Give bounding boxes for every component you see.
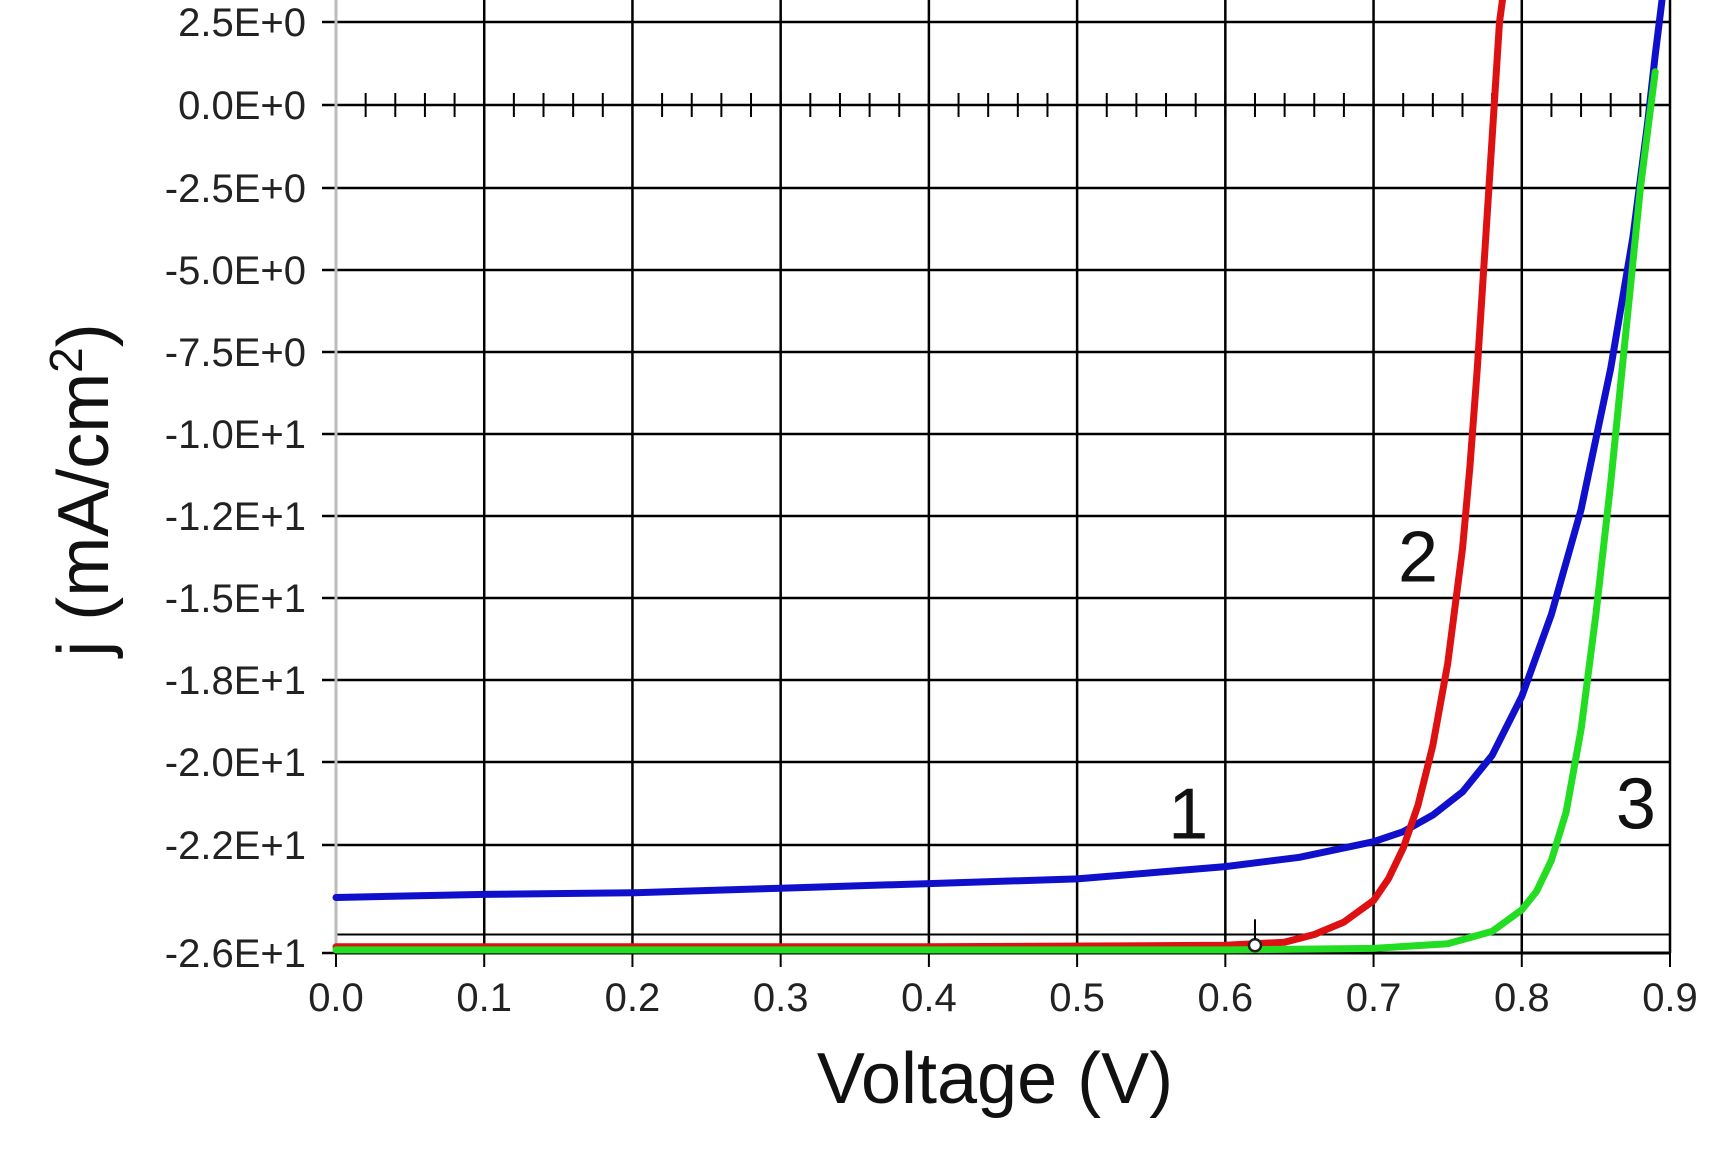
y-axis-title: j (mA/cm2) [40, 323, 124, 659]
x-tick-label: 0.2 [605, 976, 661, 1020]
series-layer [332, 0, 1666, 954]
y-tick-label: -2.5E+0 [165, 167, 306, 211]
y-tick-label: -1.8E+1 [165, 659, 306, 703]
labels: 0.0 0.1 0.2 0.3 0.4 0.5 0.6 0.7 0.8 0.9 2.5E+0 0.0E… [165, 1, 1698, 1020]
cursor-marker [1247, 938, 1263, 953]
y-tick-label: 0.0E+0 [178, 84, 306, 128]
series-3-label: 3 [1616, 764, 1656, 844]
x-tick-label: 0.5 [1049, 976, 1105, 1020]
y-tick-label: -1.0E+1 [165, 413, 306, 457]
y-tick-label: -1.5E+1 [165, 577, 306, 621]
series-2-line [332, 0, 1507, 951]
x-tick-label: 0.4 [901, 976, 957, 1020]
series-2-label: 2 [1398, 518, 1438, 598]
x-tick-label: 0.9 [1642, 976, 1698, 1020]
y-tick-label: -2.2E+1 [165, 824, 306, 868]
y-axis-title-close: ) [44, 323, 124, 347]
y-tick-label: -1.2E+1 [165, 495, 306, 539]
y-tick-label: -7.5E+0 [165, 331, 306, 375]
x-tick-label: 0.7 [1346, 976, 1402, 1020]
series-1-line [332, 0, 1666, 901]
grid [322, 0, 1672, 955]
series-3-line [332, 68, 1659, 954]
y-axis-title-main: j (mA/cm [44, 373, 124, 659]
x-tick-label: 0.6 [1198, 976, 1254, 1020]
x-tick-label: 0.0 [308, 976, 364, 1020]
x-tick-label: 0.1 [456, 976, 512, 1020]
y-tick-label: -5.0E+0 [165, 249, 306, 293]
series-1-label: 1 [1168, 774, 1208, 854]
y-tick-label: 2.5E+0 [178, 1, 306, 45]
x-tick-label: 0.8 [1494, 976, 1550, 1020]
x-tick-label: 0.3 [753, 976, 809, 1020]
y-tick-label: -2.0E+1 [165, 741, 306, 785]
y-tick-label: -2.6E+1 [165, 932, 306, 976]
y-axis-title-sup: 2 [40, 347, 92, 373]
x-axis-title: Voltage (V) [817, 1039, 1173, 1119]
